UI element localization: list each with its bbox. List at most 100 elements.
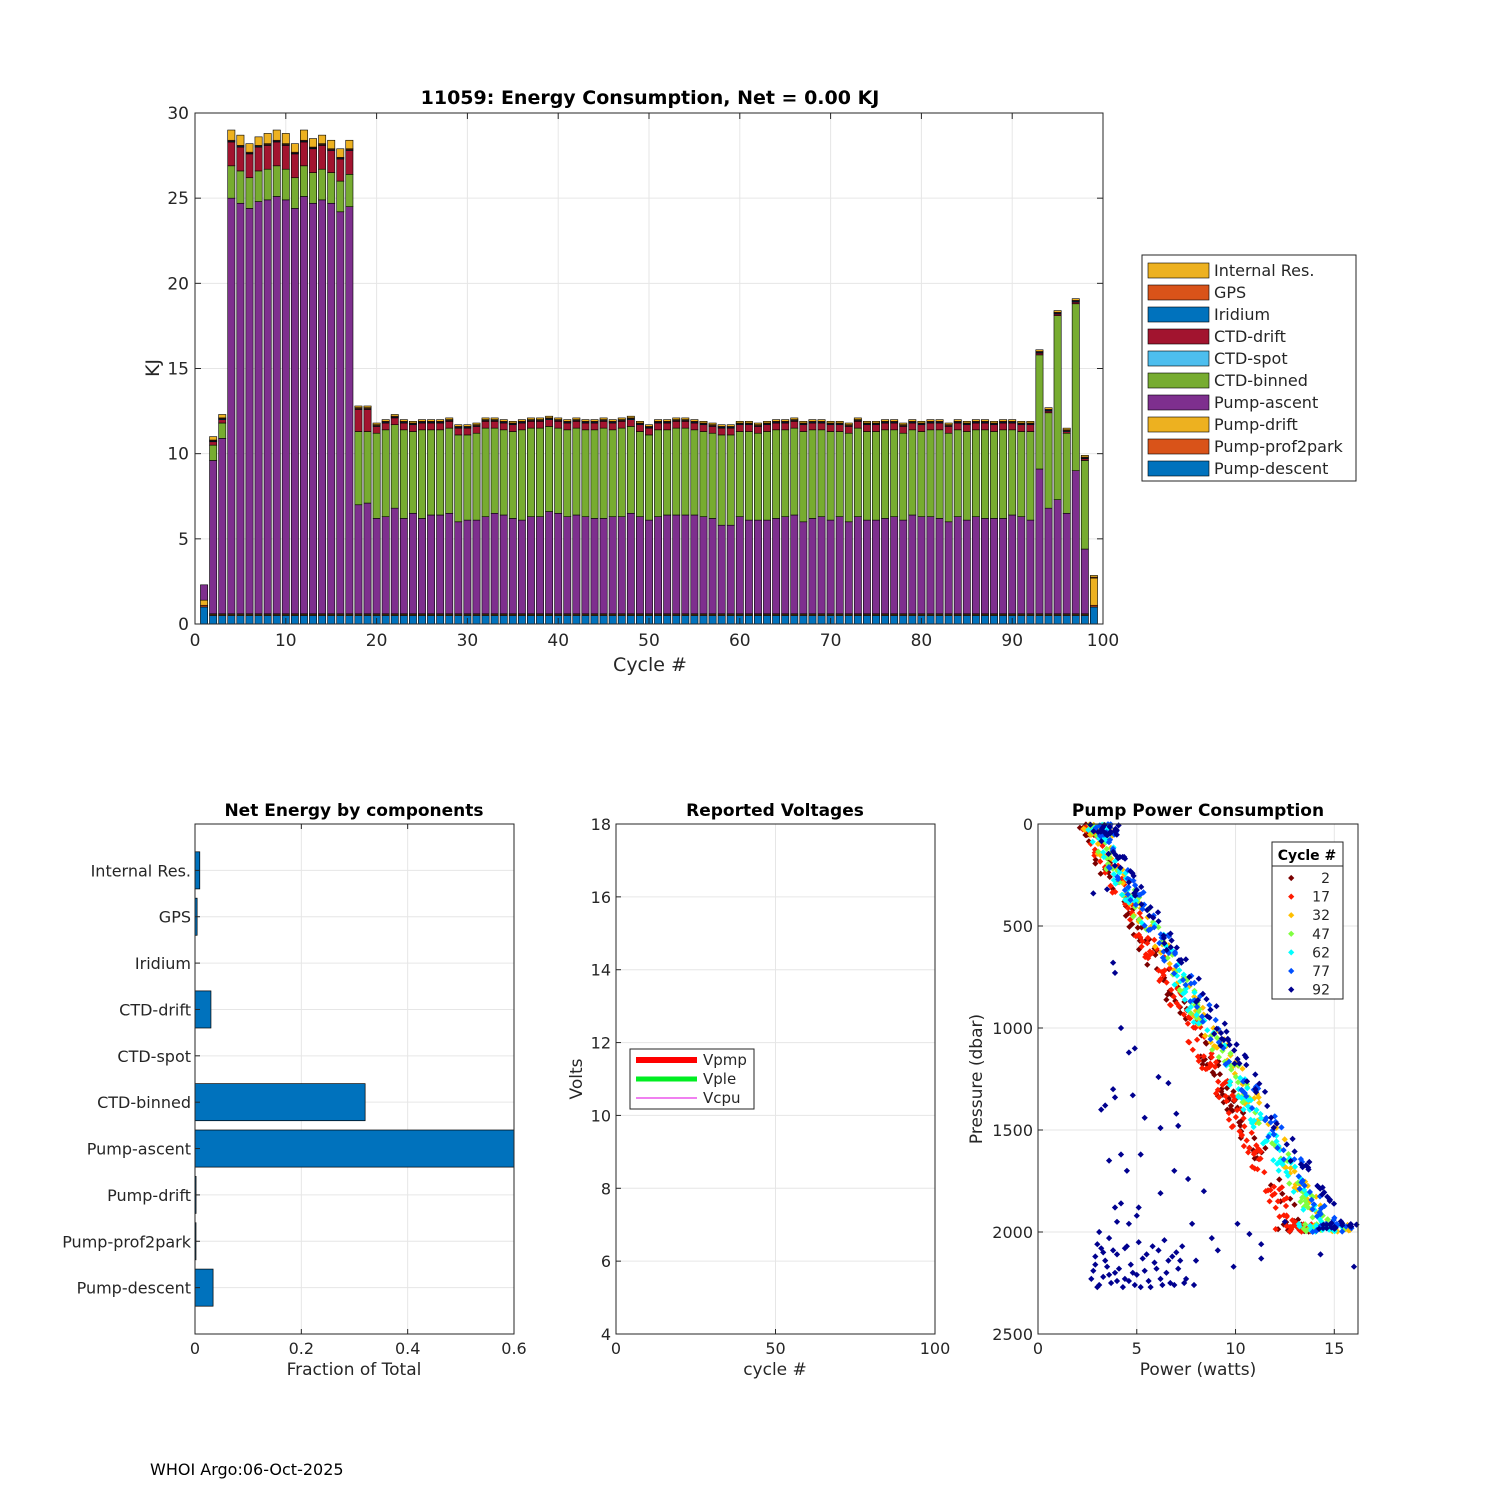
energy-bar-pump-ascent [354, 504, 363, 615]
energy-bar-pump-ascent [735, 516, 744, 615]
components-xtick-label: 0.6 [501, 1339, 526, 1358]
energy-bar-pump-ascent [254, 201, 263, 615]
energy-bar-ctd-binned [536, 427, 544, 517]
pump-point [1135, 1204, 1142, 1211]
energy-bar-ctd-drift [1026, 424, 1035, 432]
energy-bar-ctd-binned [781, 429, 790, 517]
energy-bar-pump-descent [1017, 615, 1026, 625]
pump-point [1098, 838, 1105, 845]
energy-bar-ctd-drift [408, 424, 417, 432]
pump-point [1184, 1007, 1191, 1014]
pump-point [1163, 996, 1170, 1003]
pump-point [1232, 1073, 1240, 1081]
pump-point [1179, 976, 1187, 984]
pump-point [1249, 1163, 1256, 1171]
energy-bar-ctd-binned [1062, 432, 1071, 514]
energy-bar-ctd-binned [263, 168, 272, 201]
pump-point [1135, 931, 1143, 938]
pump-point [1089, 838, 1096, 846]
energy-legend-label: CTD-binned [1214, 371, 1308, 390]
pump-point [1282, 1202, 1290, 1210]
energy-bar-ctd-drift [772, 422, 781, 431]
energy-bar-ctd-binned [626, 426, 635, 514]
energy-bar-pump-descent [290, 615, 299, 625]
energy-legend-swatch [1147, 262, 1210, 279]
pump-point [1110, 848, 1117, 856]
energy-bar-pump-ascent [1044, 507, 1053, 615]
energy-bar-pump-descent [200, 606, 209, 625]
energy-bar-pump-descent [336, 615, 345, 625]
voltages-title: Reported Voltages [686, 801, 864, 821]
energy-bar-pump-ascent [1008, 514, 1017, 615]
pump-point [1139, 938, 1146, 945]
pump-point [1105, 1157, 1113, 1164]
pump-point [1258, 1241, 1265, 1248]
energy-bar-ctd-binned [1035, 354, 1044, 470]
energy-bar-ctd-drift [853, 420, 862, 429]
pump-point [1211, 1071, 1218, 1079]
pump-point [1138, 901, 1145, 908]
energy-bar-pump-descent [754, 615, 762, 625]
pump-point [1262, 1144, 1269, 1152]
energy-bar-pump-ascent [717, 524, 726, 615]
pump-point [1209, 1046, 1216, 1053]
pump-point [1118, 891, 1126, 898]
energy-bar-pump-ascent [681, 514, 690, 615]
pump-point [1151, 1259, 1158, 1266]
voltages-ylabel: Volts [567, 1058, 587, 1099]
energy-bar-pump-ascent [781, 516, 790, 615]
energy-bar-ctd-binned [1008, 429, 1017, 516]
energy-bar-ctd-binned [390, 424, 399, 509]
energy-bar-pump-descent [844, 615, 853, 625]
energy-bar-internal-res- [608, 419, 617, 422]
pump-point [1213, 1025, 1220, 1032]
energy-bar-ctd-binned [744, 431, 753, 521]
energy-bar-internal-res- [227, 129, 236, 141]
energy-bar-pump-ascent [645, 519, 653, 615]
pump-point [1127, 1261, 1134, 1268]
energy-bar-internal-res- [672, 417, 681, 420]
energy-bar-pump-descent [399, 615, 408, 625]
energy-bar-pump-descent [254, 615, 263, 625]
energy-xtick-label: 70 [820, 631, 842, 651]
pump-point [1248, 1104, 1256, 1112]
energy-legend-swatch [1147, 438, 1210, 455]
pump-point [1176, 967, 1183, 974]
pump-point [1095, 848, 1102, 855]
pump-point [1270, 1183, 1278, 1190]
energy-bar-pump-descent [872, 615, 880, 625]
energy-bar-pump-ascent [554, 512, 563, 615]
energy-bar-ctd-drift [599, 420, 608, 429]
pump-point [1172, 962, 1180, 970]
pump-point [1111, 969, 1119, 977]
energy-bar-pump-ascent [881, 518, 890, 615]
pump-point [1105, 1234, 1113, 1242]
energy-bar-internal-res- [744, 420, 753, 424]
energy-ylabel: KJ [142, 359, 164, 377]
energy-bar-ctd-drift [454, 427, 463, 436]
pump-point [1192, 1024, 1199, 1032]
pump-point [1125, 1049, 1133, 1056]
energy-bar-internal-res- [962, 420, 971, 424]
pump-point [1168, 937, 1175, 944]
pump-point [1240, 1109, 1247, 1117]
energy-bar-internal-res- [763, 420, 771, 424]
energy-bar-ctd-binned [844, 432, 853, 523]
components-xtick-label: 0 [190, 1339, 200, 1358]
pump-legend-label: 47 [1312, 927, 1330, 943]
pump-point [1145, 1277, 1152, 1285]
energy-bar-ctd-binned [1071, 303, 1080, 471]
components-ytick-label: CTD-binned [97, 1093, 191, 1112]
pump-point [1233, 1041, 1240, 1048]
energy-bar-ctd-drift [381, 422, 390, 431]
pump-point [1121, 853, 1128, 861]
pump-point [1212, 1059, 1220, 1066]
pump-point [1217, 1042, 1224, 1049]
energy-bar-pump-descent [790, 615, 799, 625]
energy-bars [200, 129, 1098, 625]
pump-point [1169, 1253, 1176, 1260]
pump-point [1222, 1079, 1229, 1086]
energy-bar-pump-descent [408, 615, 417, 625]
pump-point [1171, 1167, 1178, 1174]
energy-bar-internal-res- [790, 417, 799, 420]
